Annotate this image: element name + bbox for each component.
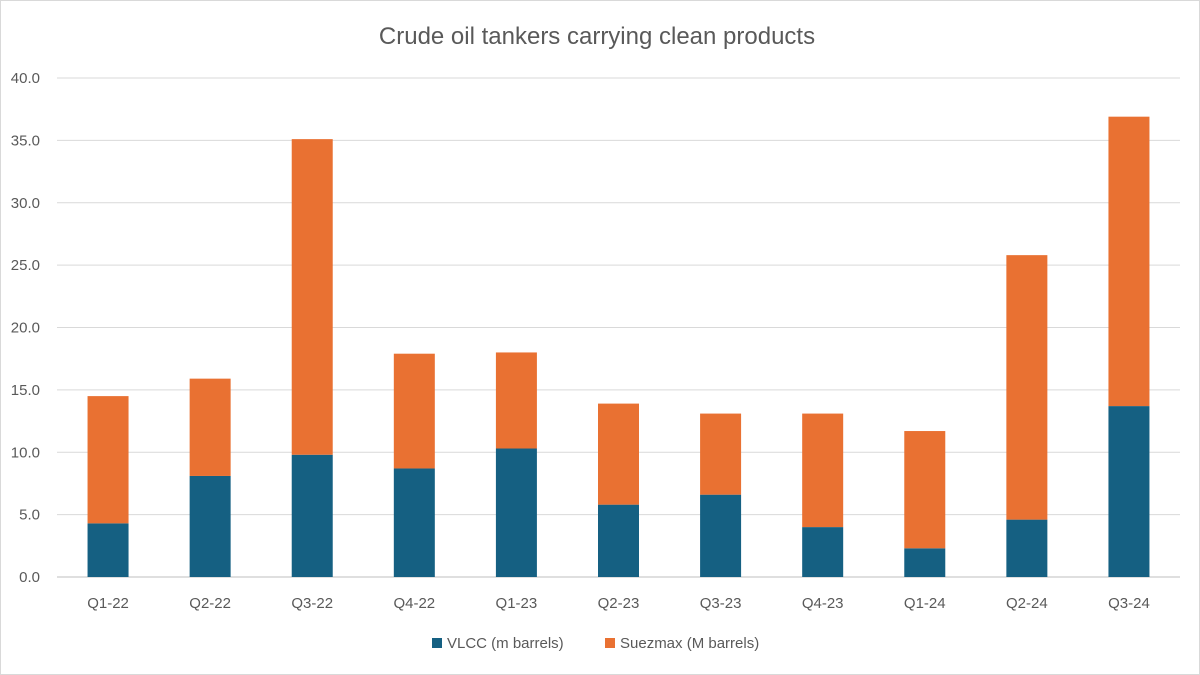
y-tick-label: 15.0 xyxy=(11,382,40,399)
bar-vlcc-Q3-24 xyxy=(1108,406,1150,577)
bar-suezmax-Q2-23 xyxy=(598,403,639,505)
legend-swatch-suezmax xyxy=(605,638,615,648)
bar-suezmax-Q3-24 xyxy=(1108,116,1150,407)
x-tick-label: Q1-24 xyxy=(904,595,946,612)
bar-suezmax-Q3-22 xyxy=(291,139,333,455)
y-tick-label: 40.0 xyxy=(11,70,40,87)
x-tick-label: Q3-24 xyxy=(1108,595,1150,612)
bar-vlcc-Q4-22 xyxy=(393,468,435,577)
y-tick-label: 25.0 xyxy=(11,257,40,274)
x-tick-label: Q3-23 xyxy=(700,595,742,612)
chart-title: Crude oil tankers carrying clean product… xyxy=(379,23,815,50)
y-tick-label: 5.0 xyxy=(19,507,40,524)
x-tick-label: Q2-24 xyxy=(1006,595,1048,612)
y-tick-label: 35.0 xyxy=(11,132,40,149)
bar-suezmax-Q1-24 xyxy=(904,431,946,549)
bar-vlcc-Q4-23 xyxy=(802,527,844,577)
bar-suezmax-Q2-24 xyxy=(1006,255,1048,520)
y-tick-label: 0.0 xyxy=(19,569,40,586)
x-tick-label: Q2-22 xyxy=(189,595,231,612)
bar-suezmax-Q4-23 xyxy=(802,413,844,528)
x-tick-label: Q2-23 xyxy=(598,595,640,612)
bar-suezmax-Q3-23 xyxy=(700,413,742,495)
bar-vlcc-Q2-23 xyxy=(598,504,639,577)
bar-suezmax-Q4-22 xyxy=(393,353,435,469)
x-tick-label: Q1-23 xyxy=(496,595,538,612)
bar-suezmax-Q1-22 xyxy=(87,396,129,524)
x-tick-label: Q4-23 xyxy=(802,595,844,612)
bar-vlcc-Q1-23 xyxy=(495,448,537,577)
y-tick-label: 10.0 xyxy=(11,444,40,461)
bar-vlcc-Q2-24 xyxy=(1006,519,1048,577)
bar-vlcc-Q1-22 xyxy=(87,523,129,577)
bar-suezmax-Q1-23 xyxy=(495,352,537,449)
bar-vlcc-Q1-24 xyxy=(904,548,946,577)
legend-label-vlcc: VLCC (m barrels) xyxy=(447,635,564,652)
y-tick-label: 20.0 xyxy=(11,320,40,337)
bar-suezmax-Q2-22 xyxy=(189,378,231,476)
legend-label-suezmax: Suezmax (M barrels) xyxy=(620,635,759,652)
x-tick-label: Q1-22 xyxy=(87,595,129,612)
legend-swatch-vlcc xyxy=(432,638,442,648)
y-tick-label: 30.0 xyxy=(11,195,40,212)
bar-vlcc-Q3-23 xyxy=(700,494,742,577)
x-tick-label: Q4-22 xyxy=(393,595,435,612)
x-tick-label: Q3-22 xyxy=(291,595,333,612)
bar-vlcc-Q2-22 xyxy=(189,475,231,577)
bar-vlcc-Q3-22 xyxy=(291,454,333,577)
